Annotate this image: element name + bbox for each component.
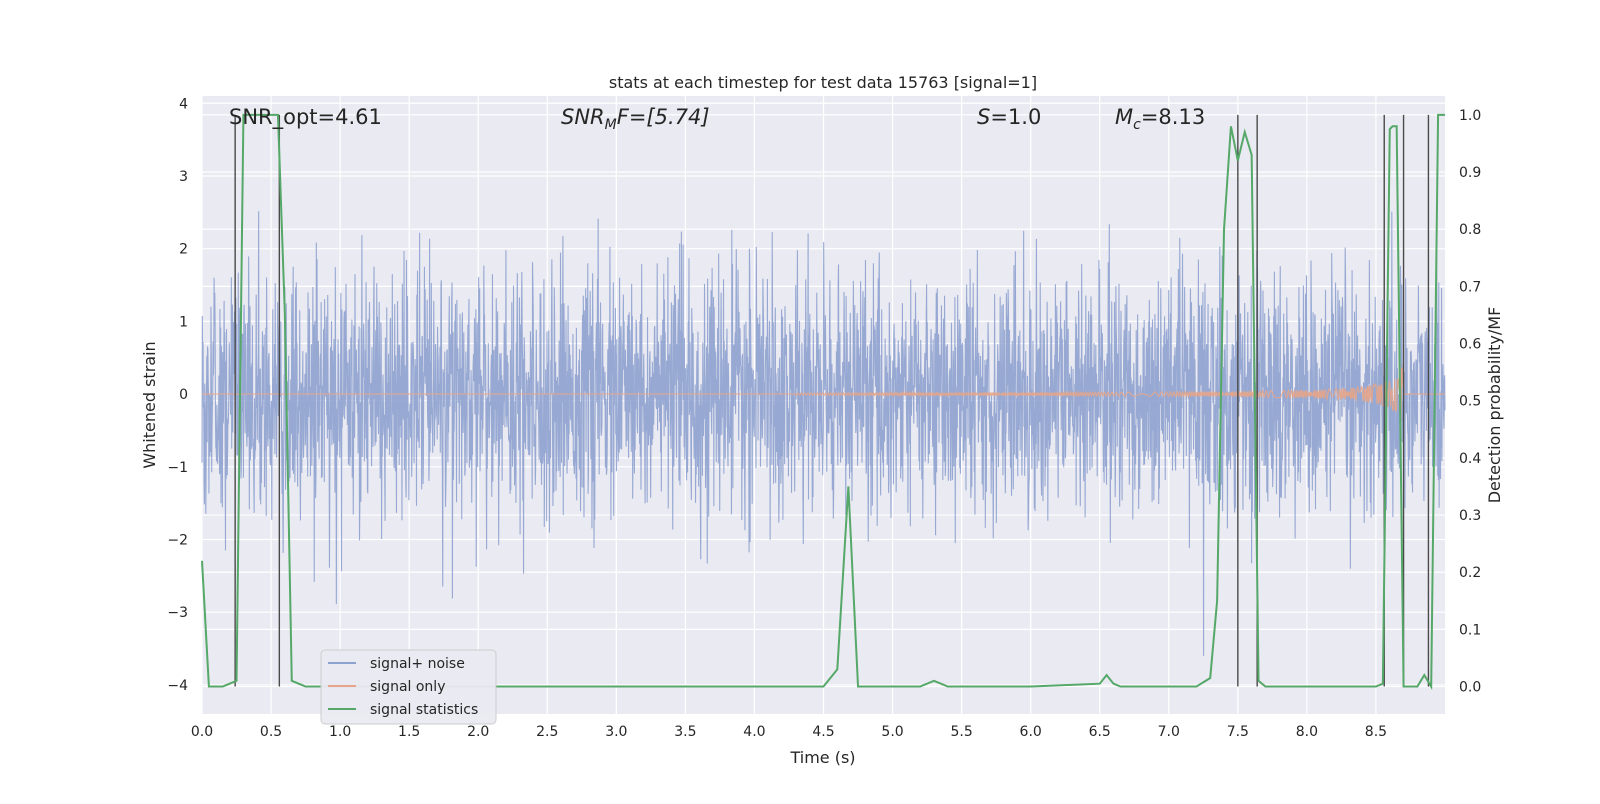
- x-tick-label: 0.0: [191, 724, 213, 740]
- x-tick-label: 2.0: [467, 724, 489, 740]
- mc-main: M: [1115, 105, 1133, 129]
- annotation-mc: Mc=8.13: [1115, 105, 1205, 133]
- x-tick-label: 2.5: [536, 724, 558, 740]
- mc-tail: =8.13: [1141, 105, 1205, 129]
- x-tick-labels: 0.0 0.5 1.0 1.5 2.0 2.5 3.0 3.5 4.0 4.5 5.0 5.5 6.0 6…: [191, 724, 1387, 740]
- y-right-tick-label: 0.1: [1459, 622, 1481, 638]
- x-tick-label: 4.0: [743, 724, 765, 740]
- y-right-tick-label: 0.7: [1459, 279, 1481, 295]
- y-right-tick-label: 0.3: [1459, 508, 1481, 524]
- y-right-tick-label: 0.6: [1459, 337, 1481, 353]
- y-tick-label: 0: [179, 387, 188, 403]
- y-right-tick-label: 0.2: [1459, 565, 1481, 581]
- y-right-tick-label: 0.0: [1459, 680, 1481, 696]
- s-main: S: [977, 105, 990, 129]
- legend-box: [320, 649, 497, 725]
- series-signal-statistics: [201, 113, 1445, 691]
- annotation-s: S=1.0: [977, 105, 1041, 129]
- y-right-axis-label: Detection probability/MF: [1485, 307, 1504, 504]
- x-tick-label: 1.0: [329, 724, 351, 740]
- x-tick-label: 7.5: [1227, 724, 1249, 740]
- x-tick-label: 3.0: [605, 724, 627, 740]
- y-right-tick-label: 0.9: [1459, 165, 1481, 181]
- y-tick-label: −2: [167, 533, 188, 549]
- legend-label-signal-only: signal only: [370, 679, 445, 695]
- x-tick-label: 1.5: [398, 724, 420, 740]
- mc-sub: c: [1133, 117, 1141, 133]
- x-tick-label: 6.5: [1089, 724, 1111, 740]
- y-tick-label: 3: [179, 169, 188, 185]
- y-tick-label: −4: [167, 678, 188, 694]
- y-tick-label: −3: [167, 605, 188, 621]
- legend: signal+ noise signal only signal statist…: [320, 649, 497, 725]
- x-tick-label: 0.5: [260, 724, 282, 740]
- y-tick-label: −1: [167, 460, 188, 476]
- y-tick-label: 1: [179, 314, 188, 330]
- chart-title: stats at each timestep for test data 157…: [609, 73, 1037, 92]
- y-tick-label: 4: [179, 96, 188, 112]
- x-tick-label: 5.0: [881, 724, 903, 740]
- snr-mf-main: SNR: [561, 105, 605, 129]
- y-tick-labels: 4 3 2 1 0 −1 −2 −3 −4: [167, 96, 188, 694]
- x-tick-label: 4.5: [812, 724, 834, 740]
- x-tick-label: 6.0: [1020, 724, 1042, 740]
- x-tick-label: 8.5: [1365, 724, 1387, 740]
- legend-label-signal-noise: signal+ noise: [370, 656, 465, 672]
- annotation-snr-opt: SNR_opt=4.61: [229, 105, 382, 130]
- legend-label-signal-statistics: signal statistics: [370, 702, 478, 718]
- signal-statistics-line: [201, 113, 1445, 691]
- y-right-tick-label: 1.0: [1459, 108, 1481, 124]
- x-axis-label: Time (s): [789, 748, 855, 767]
- s-tail: =1.0: [990, 105, 1041, 129]
- x-tick-label: 8.0: [1296, 724, 1318, 740]
- y-axis-label: Whitened strain: [140, 341, 159, 468]
- x-tick-label: 3.5: [674, 724, 696, 740]
- snr-mf-sub: M: [605, 117, 617, 133]
- y-right-tick-labels: 1.0 0.9 0.8 0.7 0.6 0.5 0.4 0.3 0.2 0.1 0.0: [1459, 108, 1481, 696]
- y-right-tick-label: 0.4: [1459, 451, 1481, 467]
- annotation-snr-mf: SNRMF=[5.74]: [561, 105, 710, 133]
- x-tick-label: 5.5: [950, 724, 972, 740]
- y-right-tick-label: 0.8: [1459, 222, 1481, 238]
- y-right-tick-label: 0.5: [1459, 394, 1481, 410]
- snr-mf-tail: F=[5.74]: [617, 105, 710, 129]
- x-tick-label: 7.0: [1158, 724, 1180, 740]
- y-tick-label: 2: [179, 242, 188, 258]
